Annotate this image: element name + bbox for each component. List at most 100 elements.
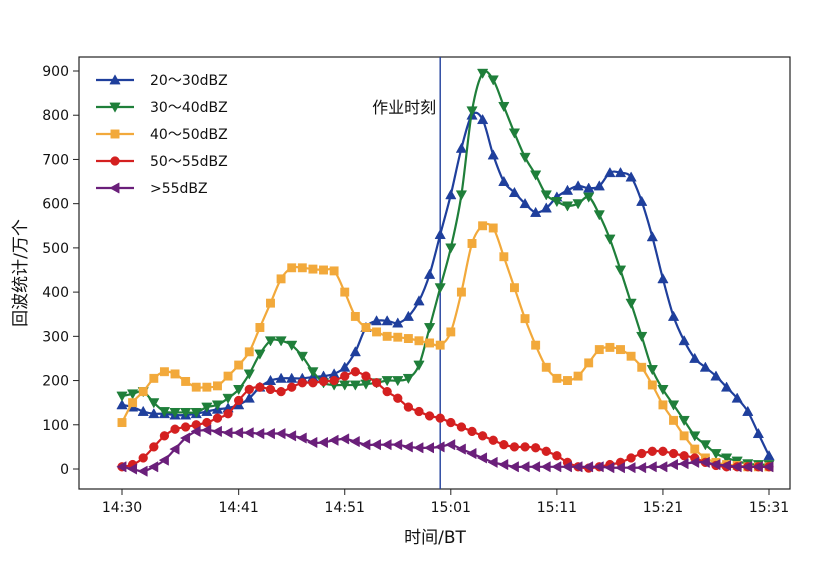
data-point-50-55dbz	[668, 448, 679, 459]
data-point-20-30dbz	[423, 268, 436, 279]
data-point-20-30dbz	[445, 189, 457, 200]
data-point-gt55dbz	[317, 436, 328, 449]
data-point-gt55dbz	[296, 432, 307, 444]
data-point-30-40dbz	[445, 243, 457, 254]
data-point-50-55dbz	[371, 378, 382, 388]
data-point-40-50dbz	[499, 252, 509, 262]
data-point-50-55dbz	[637, 448, 647, 459]
data-point-gt55dbz	[402, 441, 413, 453]
data-point-20-30dbz	[413, 295, 425, 306]
data-point-50-55dbz	[541, 446, 551, 456]
data-point-30-40dbz	[614, 265, 627, 276]
data-point-40-50dbz	[350, 311, 360, 321]
data-point-50-55dbz	[435, 413, 445, 423]
data-point-30-40dbz	[530, 170, 542, 181]
data-point-30-40dbz	[476, 68, 489, 79]
data-point-40-50dbz	[255, 323, 265, 332]
data-point-30-40dbz	[381, 376, 393, 387]
operation-time-label: 作业时刻	[372, 98, 436, 117]
data-point-50-55dbz	[403, 402, 414, 412]
data-point-30-40dbz	[434, 283, 446, 294]
data-point-30-40dbz	[636, 331, 648, 343]
data-point-30-40dbz	[296, 351, 308, 362]
data-point-40-50dbz	[138, 387, 148, 397]
y-tick-label: 200	[42, 374, 69, 390]
data-point-40-50dbz	[297, 263, 307, 273]
data-point-20-30dbz	[434, 228, 446, 240]
data-point-40-50dbz	[266, 298, 275, 308]
data-point-20-30dbz	[116, 399, 128, 410]
data-point-gt55dbz	[529, 461, 541, 473]
data-point-40-50dbz	[456, 287, 466, 297]
axis-ticks: 14:30 14:41 14:51 15:01 15:11 15:21 15:31 0 100 2…	[42, 64, 789, 516]
legend-label-30-40dbz: 30～40dBZ	[150, 100, 228, 116]
data-point-30-40dbz	[561, 201, 574, 212]
data-point-gt55dbz	[445, 439, 456, 451]
data-point-50-55dbz	[424, 411, 435, 421]
data-point-20-30dbz	[646, 231, 658, 242]
data-point-20-30dbz	[286, 372, 298, 383]
data-point-gt55dbz	[455, 443, 466, 455]
y-tick-label: 600	[42, 197, 69, 213]
data-point-30-40dbz	[402, 373, 415, 385]
legend-marker-gt55dbz	[109, 182, 120, 194]
y-tick-label: 500	[42, 241, 69, 257]
data-point-30-40dbz	[699, 440, 711, 451]
data-point-50-55dbz	[414, 406, 424, 417]
data-point-30-40dbz	[720, 453, 733, 464]
data-point-50-55dbz	[393, 393, 403, 403]
data-point-50-55dbz	[180, 422, 191, 432]
data-point-gt55dbz	[731, 461, 742, 473]
data-point-40-50dbz	[669, 415, 678, 425]
legend: 20～30dBZ 30～40dBZ 40～50dBZ 50～55dBZ >55dBZ	[96, 73, 228, 197]
data-point-40-50dbz	[414, 336, 424, 346]
data-point-40-50dbz	[329, 266, 339, 276]
legend-label-40-50dbz: 40～50dBZ	[150, 127, 228, 143]
data-point-40-50dbz	[372, 327, 382, 337]
data-point-40-50dbz	[340, 287, 350, 297]
data-point-30-40dbz	[678, 415, 690, 427]
data-point-30-40dbz	[180, 407, 192, 419]
data-point-30-40dbz	[392, 376, 404, 387]
data-point-50-55dbz	[446, 417, 456, 428]
data-point-40-50dbz	[552, 373, 562, 383]
data-point-gt55dbz	[381, 439, 392, 451]
data-point-40-50dbz	[128, 398, 138, 408]
data-point-20-30dbz	[667, 310, 680, 321]
data-point-50-55dbz	[329, 375, 339, 386]
data-point-40-50dbz	[149, 373, 159, 383]
data-point-50-55dbz	[212, 413, 223, 423]
data-point-40-50dbz	[319, 265, 328, 275]
data-point-50-55dbz	[149, 442, 159, 452]
data-point-gt55dbz	[201, 424, 212, 436]
data-point-gt55dbz	[519, 461, 530, 473]
data-point-30-40dbz	[593, 210, 605, 221]
data-point-50-55dbz	[647, 446, 657, 456]
data-point-30-40dbz	[583, 192, 595, 203]
data-point-gt55dbz	[487, 456, 498, 468]
data-point-20-30dbz	[519, 197, 531, 209]
data-point-40-50dbz	[117, 418, 127, 428]
data-point-gt55dbz	[328, 434, 339, 446]
data-point-50-55dbz	[223, 409, 233, 419]
data-point-gt55dbz	[158, 454, 169, 466]
data-point-50-55dbz	[276, 386, 286, 397]
data-point-50-55dbz	[234, 395, 244, 406]
data-point-gt55dbz	[179, 432, 191, 444]
data-point-30-40dbz	[233, 384, 245, 396]
legend-marker-20-30dbz	[109, 74, 121, 85]
data-point-50-55dbz	[318, 376, 329, 387]
data-point-30-40dbz	[423, 323, 436, 334]
data-point-30-40dbz	[551, 197, 563, 208]
x-tick-label: 15:01	[431, 500, 471, 516]
data-point-gt55dbz	[137, 465, 148, 477]
data-point-gt55dbz	[646, 461, 657, 473]
x-tick-label: 15:31	[749, 500, 789, 516]
data-point-20-30dbz	[561, 184, 574, 195]
data-point-30-40dbz	[498, 101, 510, 113]
data-point-50-55dbz	[361, 371, 371, 381]
data-point-40-50dbz	[679, 431, 689, 441]
data-point-40-50dbz	[478, 221, 488, 231]
data-point-40-50dbz	[446, 327, 456, 337]
data-point-30-40dbz	[625, 298, 637, 309]
